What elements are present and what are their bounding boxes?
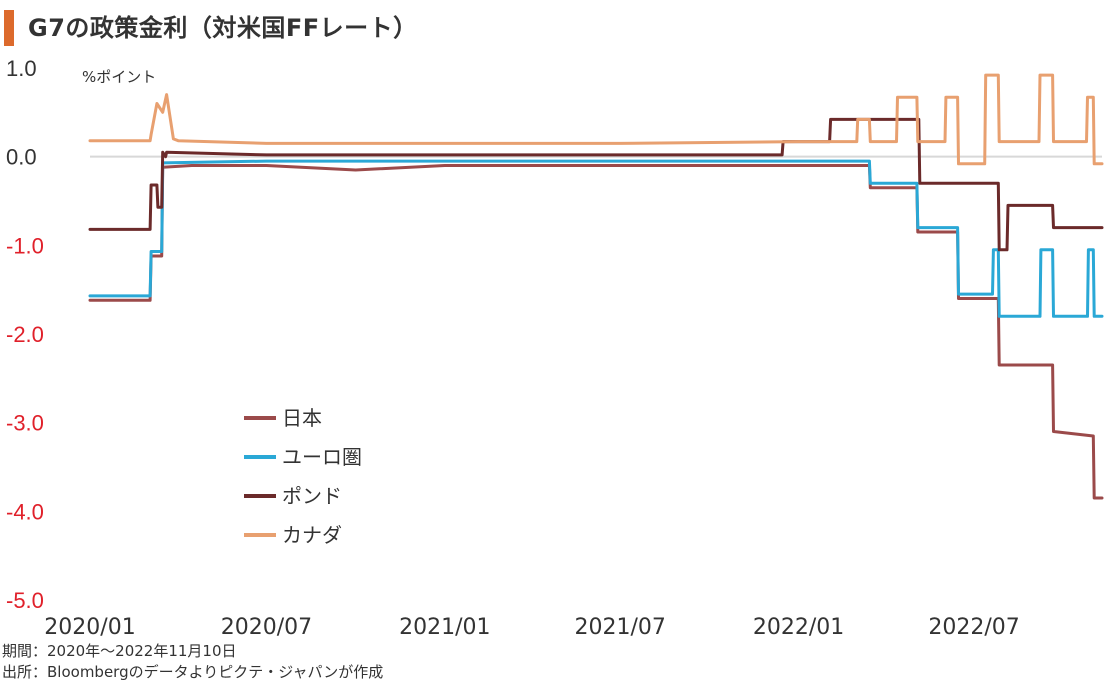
y-tick-label: -4.0 xyxy=(6,499,44,524)
series-line xyxy=(88,73,1104,166)
y-axis: 1.0 0.0 -1.0 -2.0 -3.0 -4.0 -5.0 xyxy=(6,56,44,613)
y-tick-label: -5.0 xyxy=(6,588,44,613)
y-axis-unit-label: %ポイント xyxy=(82,68,156,86)
plot-area xyxy=(88,73,1104,500)
period-note: 期間：2020年～2022年11月10日 xyxy=(2,642,237,660)
x-tick-label: 2022/07 xyxy=(928,615,1019,640)
legend-label: カナダ xyxy=(282,523,342,547)
series-line xyxy=(88,117,1104,252)
y-tick-label: -2.0 xyxy=(6,322,44,347)
chart-svg: 1.0 0.0 -1.0 -2.0 -3.0 -4.0 -5.0 %ポイント 2020/01… xyxy=(6,56,1104,640)
y-tick-label: -1.0 xyxy=(6,233,44,258)
source-note: 出所：Bloombergのデータよりピクテ・ジャパンが作成 xyxy=(2,663,384,681)
legend-label: 日本 xyxy=(282,406,322,430)
x-tick-label: 2021/07 xyxy=(575,615,666,640)
x-tick-label: 2020/07 xyxy=(221,615,312,640)
y-tick-label: 1.0 xyxy=(6,56,37,81)
series-line xyxy=(88,164,1104,500)
title-accent-bar xyxy=(4,10,14,46)
legend-label: ユーロ圏 xyxy=(282,445,362,469)
legend-label: ポンド xyxy=(282,484,342,508)
x-tick-label: 2021/01 xyxy=(399,615,490,640)
x-tick-label: 2022/01 xyxy=(753,615,844,640)
x-tick-label: 2020/01 xyxy=(44,615,135,640)
y-tick-label: 0.0 xyxy=(6,145,37,170)
x-axis: 2020/01 2020/07 2021/01 2021/07 2022/01 2022/… xyxy=(44,615,1019,640)
series-line xyxy=(88,159,1104,318)
y-tick-label: -3.0 xyxy=(6,411,44,436)
chart-title: G7の政策金利（対米国FFレート） xyxy=(28,14,418,42)
